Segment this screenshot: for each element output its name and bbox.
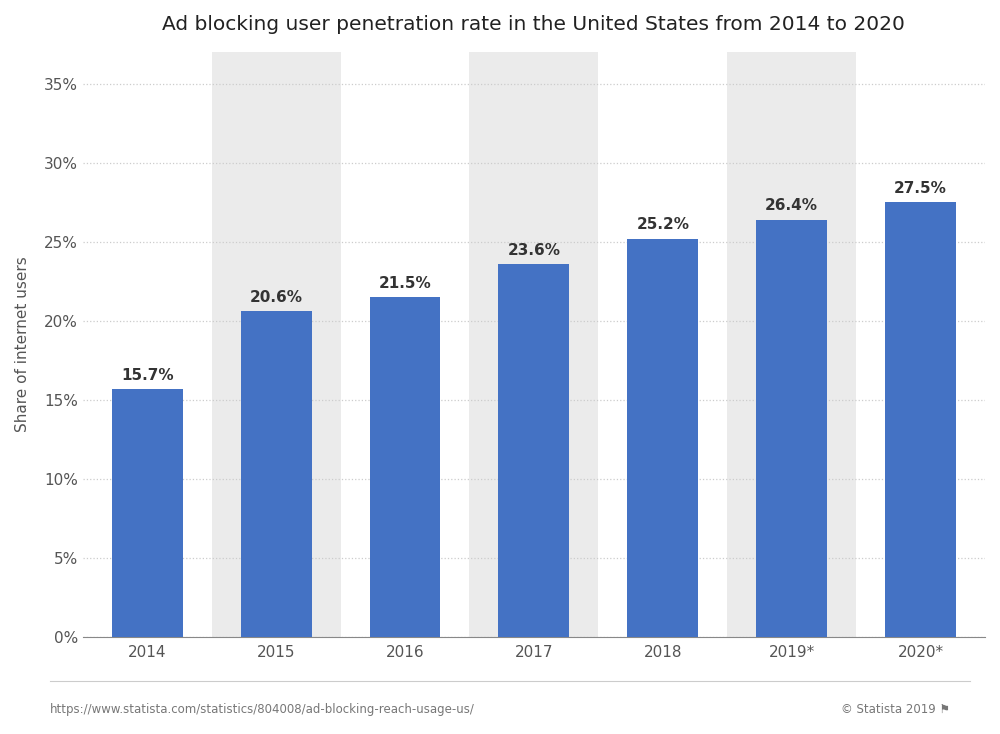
Bar: [341, 52, 469, 637]
Text: https://www.statista.com/statistics/804008/ad-blocking-reach-usage-us/: https://www.statista.com/statistics/8040…: [50, 702, 475, 716]
Bar: [885, 203, 956, 637]
Bar: [627, 239, 698, 637]
Bar: [756, 219, 827, 637]
Y-axis label: Share of internet users: Share of internet users: [15, 257, 30, 432]
Bar: [212, 52, 341, 637]
Bar: [498, 264, 569, 637]
Title: Ad blocking user penetration rate in the United States from 2014 to 2020: Ad blocking user penetration rate in the…: [162, 15, 905, 34]
Text: 21.5%: 21.5%: [379, 276, 431, 291]
Text: 20.6%: 20.6%: [250, 290, 303, 305]
Bar: [83, 52, 212, 637]
Bar: [856, 52, 985, 637]
Bar: [112, 389, 183, 637]
Text: © Statista 2019 ⚑: © Statista 2019 ⚑: [841, 702, 950, 716]
Text: 27.5%: 27.5%: [894, 181, 947, 196]
Bar: [370, 297, 440, 637]
Bar: [469, 52, 598, 637]
Text: 15.7%: 15.7%: [121, 368, 174, 382]
Text: 25.2%: 25.2%: [636, 217, 689, 233]
Bar: [241, 311, 312, 637]
Bar: [598, 52, 727, 637]
Bar: [727, 52, 856, 637]
Text: 26.4%: 26.4%: [765, 198, 818, 214]
Text: 23.6%: 23.6%: [507, 243, 560, 258]
